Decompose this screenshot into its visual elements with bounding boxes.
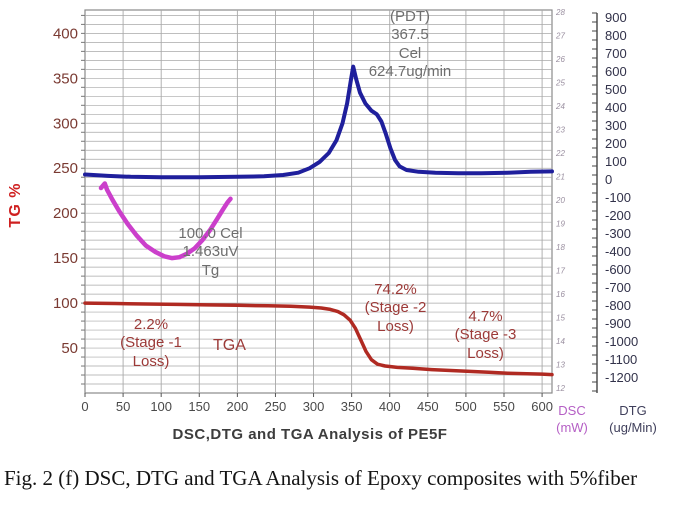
dtg-tick-label: 800 bbox=[605, 28, 627, 43]
dtg-tick-label: 400 bbox=[605, 100, 627, 115]
x-tick-label: 550 bbox=[493, 399, 515, 414]
dsc-tick-label: 16 bbox=[556, 290, 565, 299]
figure-caption: Fig. 2 (f) DSC, DTG and TGA Analysis of … bbox=[4, 466, 638, 490]
dtg-tick-label: -900 bbox=[605, 316, 631, 331]
dtg-tick-label: -1000 bbox=[605, 334, 638, 349]
left-tick-label: 350 bbox=[53, 70, 78, 87]
dtg-tick-label: -800 bbox=[605, 298, 631, 313]
x-tick-label: 100 bbox=[150, 399, 172, 414]
stage2-loss-annotation: 74.2% (Stage -2 Loss) bbox=[364, 281, 427, 335]
dtg-tick-label: -600 bbox=[605, 262, 631, 277]
left-tick-label: 300 bbox=[53, 115, 78, 132]
x-tick-label: 200 bbox=[227, 399, 249, 414]
dtg-tick-label: 700 bbox=[605, 46, 627, 61]
dsc-tick-label: 22 bbox=[555, 149, 565, 158]
left-tick-label: 200 bbox=[53, 205, 78, 222]
left-tick-label: 50 bbox=[61, 340, 78, 357]
x-tick-label: 250 bbox=[265, 399, 287, 414]
x-tick-label: 150 bbox=[188, 399, 210, 414]
tg-glass-transition-annotation: 100.0 Cel 1.463uV Tg bbox=[178, 225, 243, 279]
dsc-tick-label: 24 bbox=[555, 102, 565, 111]
chart-title: DSC,DTG and TGA Analysis of PE5F bbox=[172, 426, 448, 443]
x-tick-label: 300 bbox=[303, 399, 325, 414]
tg-axis-label: TG % bbox=[7, 182, 24, 228]
plot-area bbox=[84, 9, 553, 394]
dtg-tick-label: -100 bbox=[605, 190, 631, 205]
dtg-tick-label: -200 bbox=[605, 208, 631, 223]
dsc-tick-label: 20 bbox=[555, 196, 565, 205]
dtg-tick-label: -1200 bbox=[605, 370, 638, 385]
dsc-tick-label: 25 bbox=[555, 79, 565, 88]
dsc-tick-label: 23 bbox=[555, 126, 565, 135]
dsc-tick-label: 15 bbox=[556, 314, 565, 323]
dsc-tick-label: 19 bbox=[556, 220, 565, 229]
dtg-tick-label: -700 bbox=[605, 280, 631, 295]
dtg-tick-label: 100 bbox=[605, 154, 627, 169]
left-tick-label: 150 bbox=[53, 250, 78, 267]
dtg-tick-label: -1100 bbox=[605, 352, 637, 367]
dsc-tick-label: 21 bbox=[555, 173, 565, 182]
x-tick-label: 450 bbox=[417, 399, 439, 414]
x-tick-label: 350 bbox=[341, 399, 363, 414]
left-tick-label: 400 bbox=[53, 25, 78, 42]
dsc-tick-label: 26 bbox=[555, 55, 565, 64]
left-tick-label: 100 bbox=[53, 295, 78, 312]
stage3-loss-annotation: 4.7% (Stage -3 Loss) bbox=[454, 308, 517, 362]
dsc-tick-label: 28 bbox=[555, 8, 565, 17]
pdt-peak-annotation: (PDT) 367.5 Cel 624.7ug/min bbox=[368, 8, 452, 80]
dsc-tick-label: 17 bbox=[556, 267, 565, 276]
dtg-tick-label: 200 bbox=[605, 136, 627, 151]
dsc-dtg-tga-chart: 0 50 100 150 200 250 300 350 400 450 500 550 6004003… bbox=[53, 8, 638, 414]
dsc-tick-label: 14 bbox=[556, 337, 565, 346]
dtg-curve bbox=[83, 64, 554, 180]
left-tick-label: 250 bbox=[53, 160, 78, 177]
dsc-tick-label: 27 bbox=[555, 32, 565, 41]
dtg-tick-label: -300 bbox=[605, 226, 631, 241]
x-tick-label: 600 bbox=[531, 399, 553, 414]
dtg-tick-label: 500 bbox=[605, 82, 627, 97]
tga-curve bbox=[83, 301, 554, 377]
dsc-tick-label: 18 bbox=[556, 243, 565, 252]
dtg-tick-label: -400 bbox=[605, 244, 631, 259]
x-tick-label: 400 bbox=[379, 399, 401, 414]
dsc-axis-unit-label: DSC (mW) bbox=[556, 403, 588, 435]
dsc-curve bbox=[98, 181, 233, 261]
dtg-axis-unit-label: DTG (ug/Min) bbox=[609, 403, 657, 435]
x-tick-label: 0 bbox=[81, 399, 88, 414]
dtg-tick-label: 900 bbox=[605, 10, 627, 25]
x-tick-label: 500 bbox=[455, 399, 477, 414]
stage1-loss-annotation: 2.2% (Stage -1 Loss) bbox=[120, 316, 182, 370]
dtg-tick-label: 600 bbox=[605, 64, 627, 79]
dtg-tick-label: 0 bbox=[605, 172, 612, 187]
dsc-tick-label: 13 bbox=[556, 361, 565, 370]
x-tick-label: 50 bbox=[116, 399, 130, 414]
tga-curve-label: TGA bbox=[213, 337, 246, 354]
dtg-tick-label: 300 bbox=[605, 118, 627, 133]
dsc-tick-label: 12 bbox=[556, 384, 565, 393]
